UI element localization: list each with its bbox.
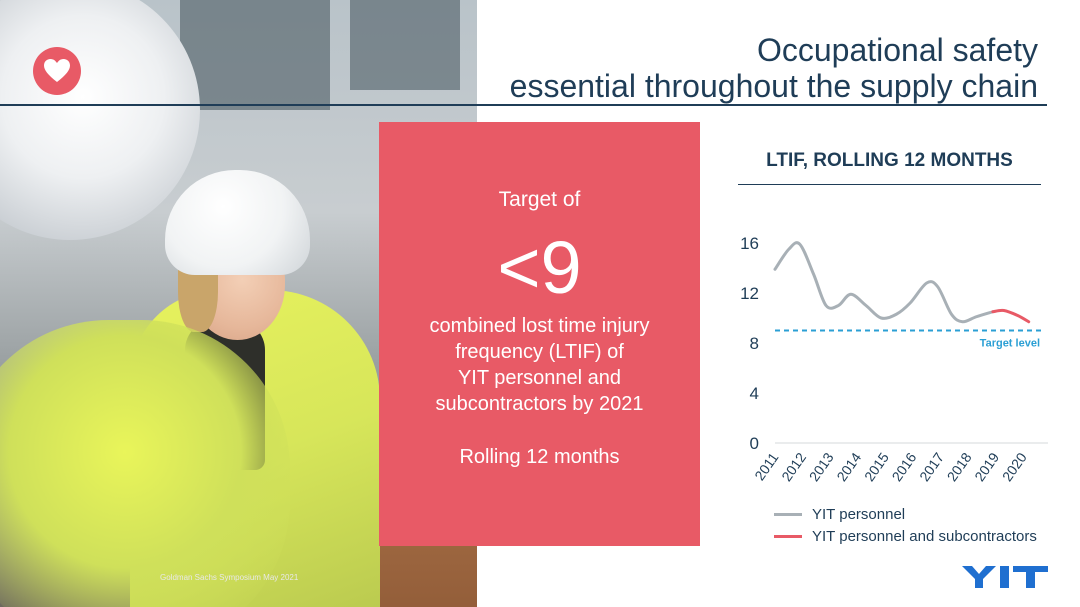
ltif-line-chart: 0481216201120122013201420152016201720182… <box>740 234 1048 484</box>
target-desc-line: YIT personnel and <box>457 367 622 389</box>
y-tick-label: 8 <box>750 334 759 353</box>
x-tick-label: 2019 <box>971 449 1002 484</box>
y-tick-label: 16 <box>740 234 759 253</box>
target-rolling-note: Rolling 12 months <box>459 446 620 468</box>
target-description: combined lost time injury frequency (LTI… <box>379 313 700 417</box>
target-value: <9 <box>497 226 582 309</box>
legend-swatch <box>774 534 802 538</box>
x-tick-label: 2015 <box>861 449 892 484</box>
legend-item-yit-and-subcontractors: YIT personnel and subcontractors <box>774 525 1037 547</box>
target-desc-line: combined lost time injury <box>429 315 650 337</box>
footer-note: Goldman Sachs Symposium May 2021 <box>160 573 299 582</box>
legend-label: YIT personnel and subcontractors <box>812 527 1037 545</box>
yit-logo <box>962 566 1048 588</box>
x-tick-label: 2013 <box>806 449 837 484</box>
chart-legend: YIT personnel YIT personnel and subcontr… <box>774 503 1037 547</box>
x-tick-label: 2020 <box>999 449 1030 484</box>
series-line-yit-personnel-and-subcontractors <box>991 308 1031 324</box>
target-desc-line: subcontractors by 2021 <box>435 393 644 415</box>
x-tick-label: 2011 <box>751 449 781 483</box>
legend-label: YIT personnel <box>812 505 906 523</box>
target-level-label: Target level <box>980 338 1040 350</box>
target-desc-line: frequency (LTIF) of <box>455 341 624 363</box>
x-tick-label: 2016 <box>888 449 919 484</box>
white-helmet <box>165 170 310 275</box>
target-label: Target of <box>498 188 581 211</box>
blurred-foreground-jacket <box>0 320 290 607</box>
background-window <box>180 0 330 110</box>
chart-title-divider <box>738 184 1041 185</box>
legend-item-yit-personnel: YIT personnel <box>774 503 1037 525</box>
x-tick-label: 2014 <box>833 449 864 484</box>
x-tick-label: 2018 <box>944 449 975 484</box>
x-tick-label: 2012 <box>778 449 809 484</box>
title-line-2: essential throughout the supply chain <box>509 68 1038 104</box>
heart-badge <box>33 47 81 95</box>
x-tick-label: 2017 <box>916 449 947 484</box>
background-window <box>350 0 460 90</box>
target-card: Target of <9 combined lost time injury f… <box>379 122 700 546</box>
y-tick-label: 12 <box>740 284 759 303</box>
chart-title: LTIF, ROLLING 12 MONTHS <box>766 150 1013 171</box>
legend-swatch <box>774 512 802 516</box>
series-line-yit-personnel <box>773 241 995 324</box>
title-divider <box>0 104 1047 106</box>
y-tick-label: 4 <box>750 384 759 403</box>
page-title: Occupational safety essential throughout… <box>510 32 1038 104</box>
blurred-foreground-helmet <box>0 0 200 240</box>
y-tick-label: 0 <box>750 434 759 453</box>
heart-icon <box>44 59 70 82</box>
title-line-1: Occupational safety <box>756 32 1038 68</box>
